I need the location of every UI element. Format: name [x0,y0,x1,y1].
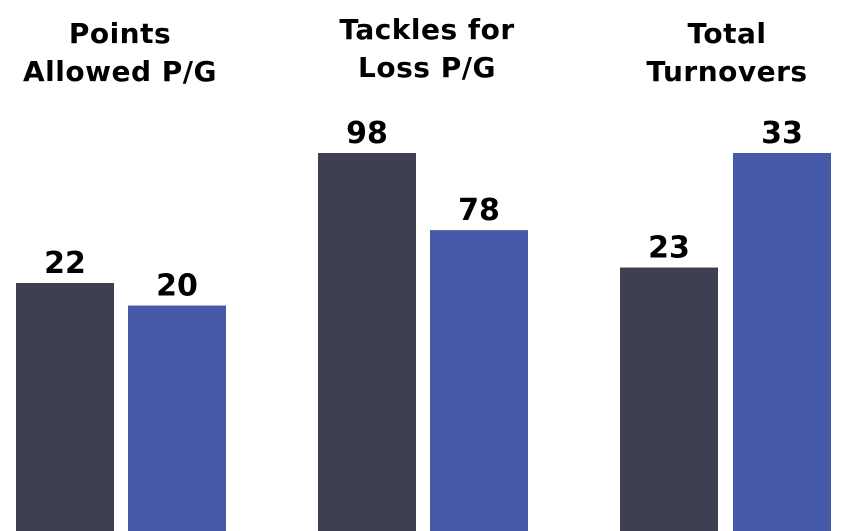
panel-title-line: Allowed P/G [23,55,217,88]
bar-0-1 [128,305,226,531]
panel-title-line: Tackles for [339,13,515,46]
panel-title-line: Turnovers [646,55,808,88]
bar-value-label-0-1: 20 [156,269,198,304]
panel-title-points-allowed: Points Allowed P/G [0,15,250,91]
bar-value-label-2-1: 33 [761,116,803,151]
bar-value-label-1-0: 98 [346,116,388,151]
bar-1-1 [430,230,528,531]
panel-title-line: Points [68,17,172,50]
panel-title-tackles-for-loss: Tackles for Loss P/G [297,11,557,87]
bar-value-label-1-1: 78 [458,193,500,228]
panel-title-line: Loss P/G [358,51,496,84]
bar-0-0 [16,283,114,531]
bar-value-label-2-0: 23 [648,231,690,266]
bar-2-1 [733,153,831,531]
panel-title-line: Total [687,17,767,50]
bar-1-0 [318,153,416,531]
bar-value-label-0-0: 22 [44,246,86,281]
bar-2-0 [620,267,718,531]
panel-title-total-turnovers: Total Turnovers [597,15,850,91]
